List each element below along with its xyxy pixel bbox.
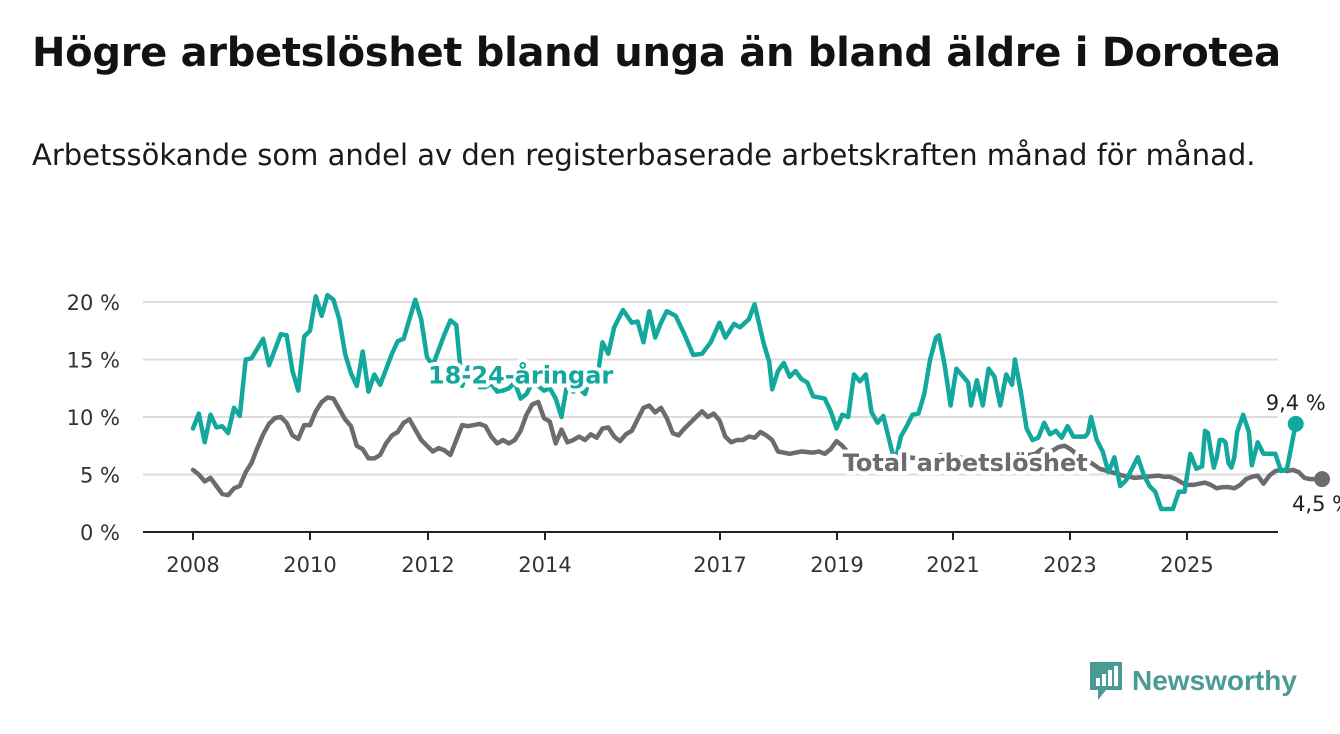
y-axis-tick-labels: 0 % 5 % 10 % 15 % 20 % — [67, 291, 120, 545]
brand-logo[interactable]: Newsworthy — [1088, 660, 1297, 702]
bar-chart-speech-icon — [1090, 662, 1122, 700]
x-tick-label: 2012 — [401, 553, 454, 577]
series-line-youth — [190, 292, 1298, 512]
annotations: 9,4 %4,5 %18-24-åringar18-24-åringarTota… — [424, 357, 1340, 516]
series-end-point — [1287, 415, 1304, 432]
annotation-halo: 18-24-åringar — [428, 361, 613, 390]
series-end-point — [1314, 471, 1331, 488]
x-tick-label: 2021 — [926, 553, 979, 577]
x-axis-ticks: 2008 2010 2012 2014 2017 2019 2021 2023 2025 — [166, 532, 1214, 577]
x-tick-label: 2019 — [810, 553, 863, 577]
series — [190, 292, 1331, 512]
x-tick-label: 2023 — [1043, 553, 1096, 577]
x-tick-label: 2008 — [166, 553, 219, 577]
annotation-total-label: Total arbetslöshet — [843, 449, 1088, 477]
brand-name: Newsworthy — [1132, 665, 1297, 696]
annotation-youth-label: 18-24-åringar — [428, 361, 613, 390]
series-line-total — [190, 395, 1325, 498]
y-tick-label: 20 % — [67, 291, 120, 315]
x-tick-label: 2010 — [283, 553, 336, 577]
annotation-halo: Total arbetslöshet — [843, 449, 1088, 477]
y-tick-label: 15 % — [67, 349, 120, 373]
y-tick-label: 0 % — [80, 521, 120, 545]
x-tick-label: 2014 — [518, 553, 571, 577]
gridlines — [143, 301, 1278, 476]
end-value-label-total: 4,5 % — [1292, 492, 1340, 516]
y-tick-label: 10 % — [67, 406, 120, 430]
page-title: Högre arbetslöshet bland unga än bland ä… — [32, 30, 1281, 76]
end-value-label-youth: 9,4 % — [1266, 391, 1326, 415]
x-tick-label: 2017 — [693, 553, 746, 577]
page-subtitle: Arbetssökande som andel av den registerb… — [32, 138, 1256, 172]
y-tick-label: 5 % — [80, 464, 120, 488]
x-tick-label: 2025 — [1160, 553, 1213, 577]
